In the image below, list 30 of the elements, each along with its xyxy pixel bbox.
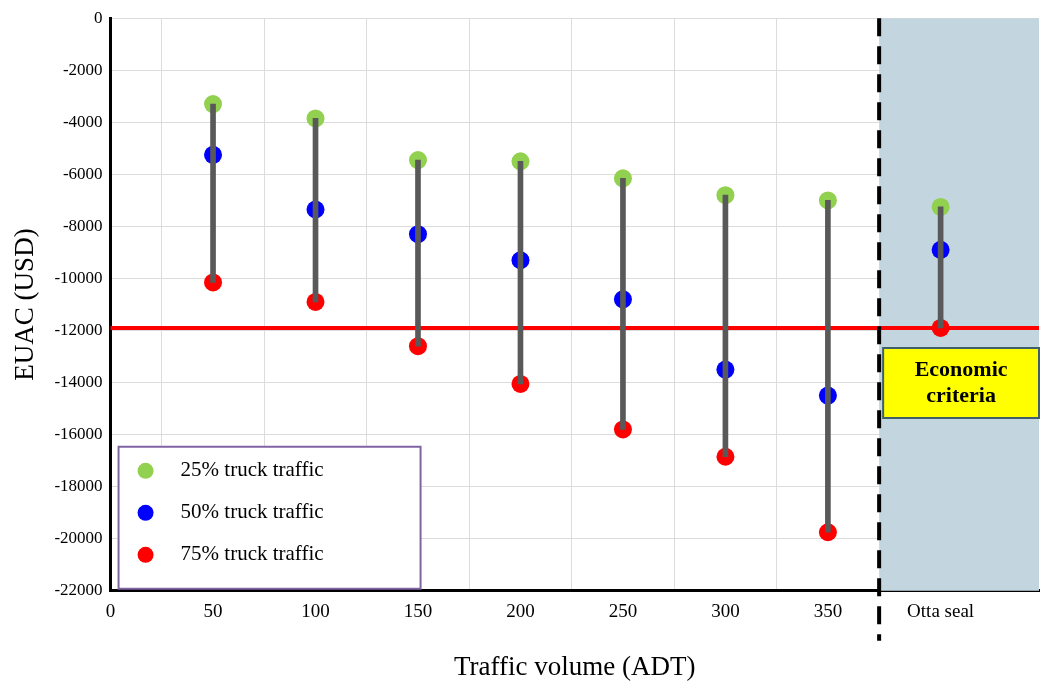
y-tick-label: -18000 (54, 476, 103, 496)
y-tick-label: -2000 (62, 59, 103, 79)
x-tick-label: 200 (506, 600, 535, 622)
x-tick-label: 350 (813, 600, 843, 622)
ref-line-label: Economic criteria (914, 355, 1008, 407)
bar (825, 200, 831, 533)
y-tick-label: -16000 (54, 424, 103, 444)
y-tick-label: -8000 (62, 215, 103, 235)
legend-label: 75% truck traffic (180, 541, 324, 566)
x-axis-title: Traffic volume (ADT) (454, 650, 696, 681)
y-tick-label: -12000 (54, 320, 103, 339)
x-tick-label: 150 (403, 600, 433, 622)
x-tick-label: 50 (203, 600, 223, 622)
y-tick-label: -6000 (62, 163, 103, 183)
legend-label: 50% truck traffic (180, 499, 324, 524)
x-tick-label: 250 (608, 600, 638, 622)
y-tick-label: -14000 (54, 372, 103, 392)
y-axis-title: EUAC (USD) (9, 228, 40, 381)
x-tick-label: 300 (711, 600, 740, 622)
bar (415, 159, 421, 347)
y-tick-label: 0 (94, 7, 103, 27)
y-tick-label: -20000 (54, 528, 103, 548)
bar (210, 103, 216, 283)
bar (620, 177, 626, 430)
legend-label: 25% truck traffic (180, 457, 324, 482)
x-tick-label: Otta seal (907, 600, 975, 622)
x-tick-label: 100 (301, 600, 330, 622)
y-tick-label: -22000 (54, 580, 103, 600)
y-tick-label: -10000 (54, 267, 103, 287)
y-tick-label: -4000 (62, 111, 103, 131)
